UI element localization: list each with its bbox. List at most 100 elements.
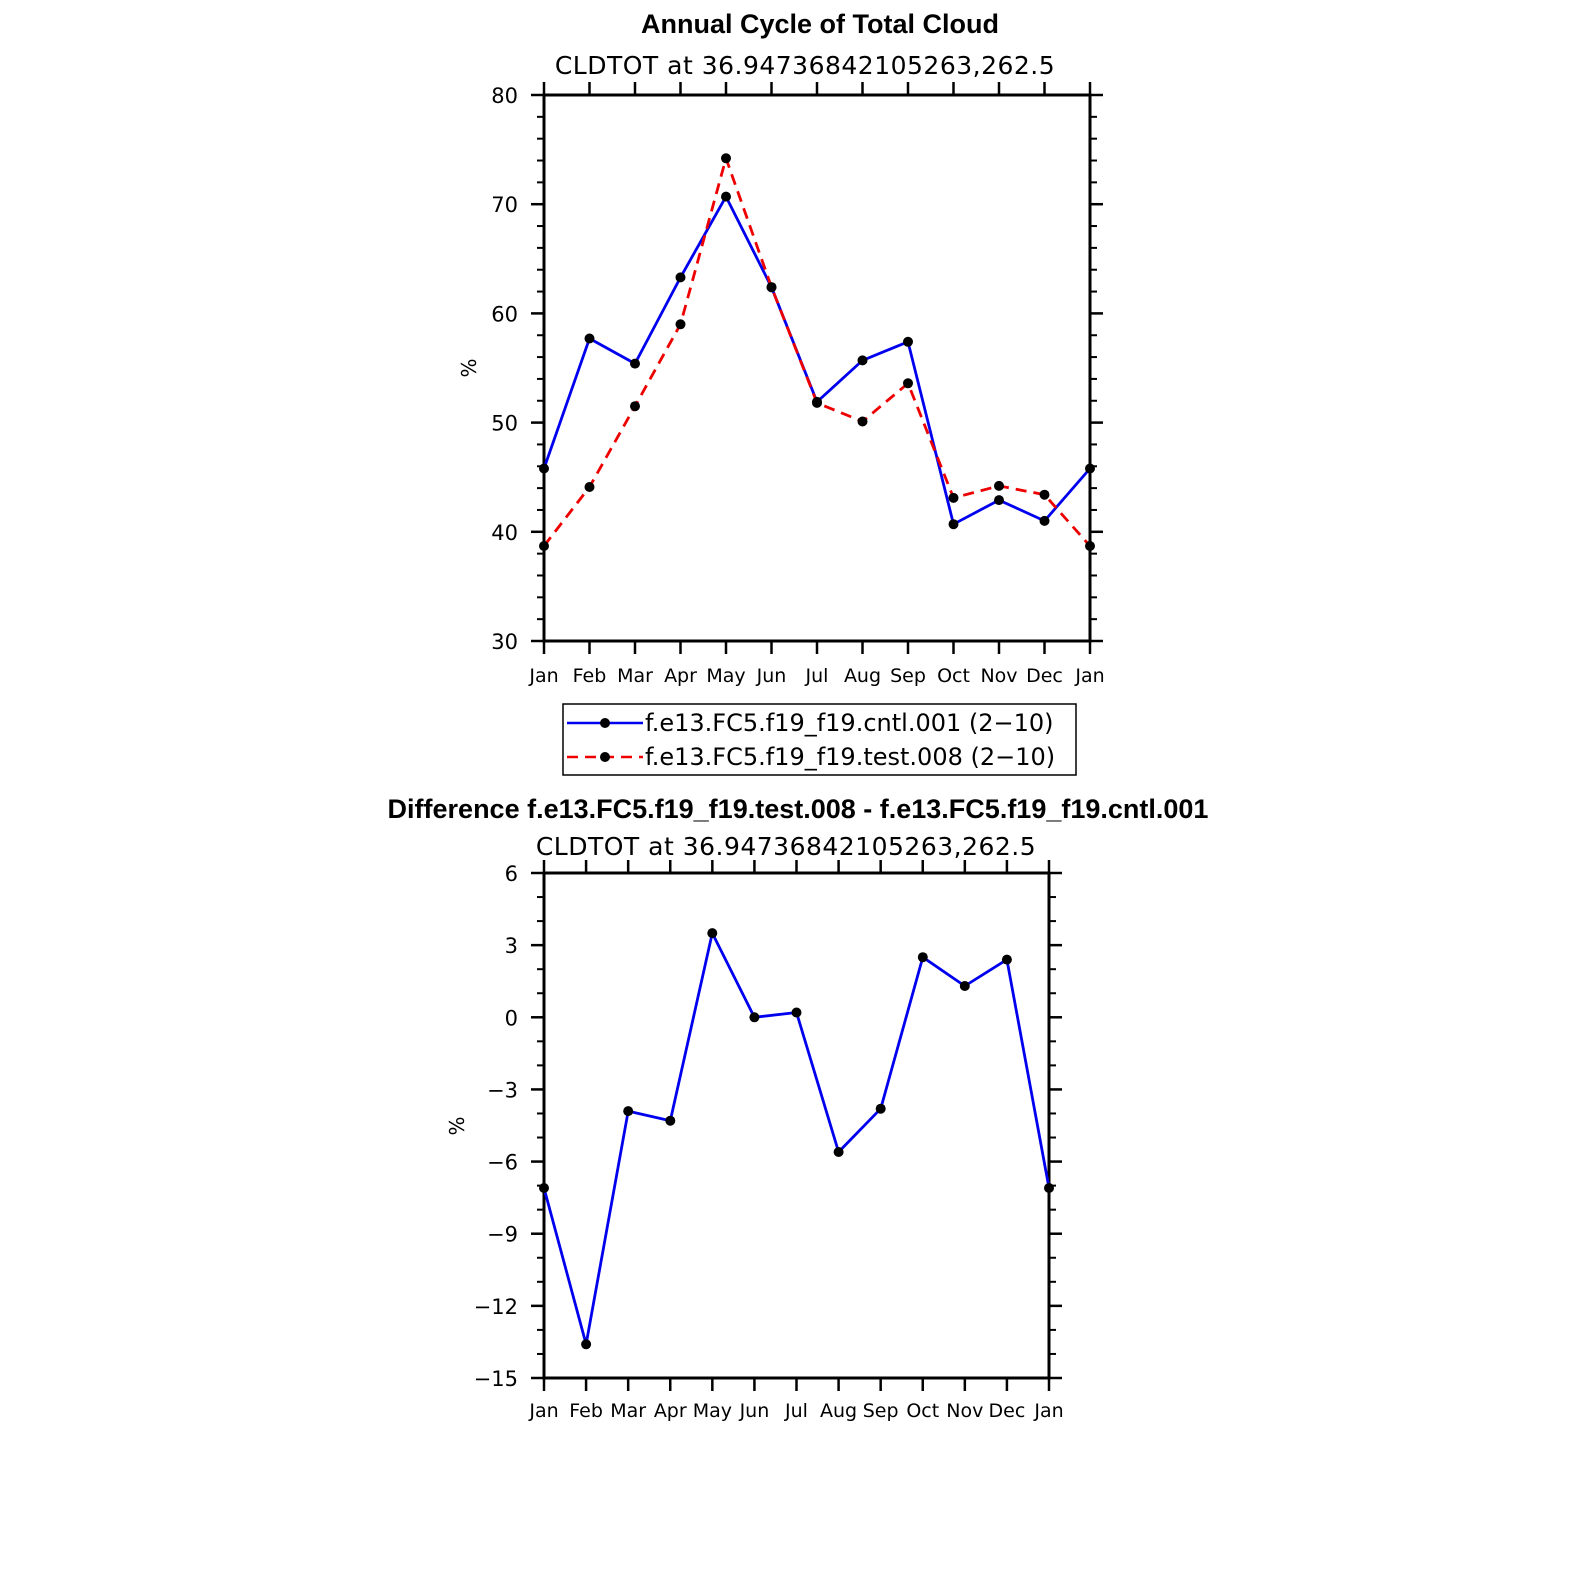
data-point — [623, 1106, 634, 1117]
data-point — [791, 1007, 802, 1018]
data-point — [721, 153, 731, 164]
data-point — [994, 495, 1004, 506]
data-point — [675, 272, 686, 283]
x-tick-label: Sep — [890, 665, 926, 687]
plot-axes — [531, 860, 1062, 1391]
annual-cycle-chart: Annual Cycle of Total Cloud CLDTOT at 36… — [457, 9, 1105, 776]
series-lines — [542, 931, 1051, 1346]
data-point — [539, 463, 549, 474]
data-point — [857, 355, 868, 366]
y-axis-label: % — [457, 358, 481, 377]
x-tick-label: Sep — [863, 1400, 899, 1422]
data-point — [875, 1103, 886, 1114]
chart-title: Annual Cycle of Total Cloud — [641, 9, 999, 39]
x-tick-label: May — [693, 1400, 732, 1422]
data-point — [857, 416, 868, 427]
x-tick-label: Jul — [784, 1400, 808, 1422]
y-tick-label: 50 — [491, 412, 518, 436]
x-tick-labels: Jan Feb Mar Apr May Jun Jul Aug Sep Oct Nov Dec Jan — [528, 1400, 1063, 1422]
x-tick-label: Mar — [617, 665, 653, 687]
legend-box — [562, 703, 1077, 776]
data-point — [630, 401, 640, 412]
data-point — [948, 492, 959, 503]
data-point — [584, 333, 595, 344]
data-point — [707, 928, 718, 939]
data-point — [1039, 515, 1050, 526]
y-tick-label: −9 — [487, 1223, 518, 1247]
y-tick-label: −12 — [474, 1295, 518, 1319]
series-markers — [539, 153, 1095, 551]
x-tick-label: Aug — [844, 665, 881, 687]
x-tick-label: Feb — [573, 665, 607, 687]
data-point — [675, 319, 686, 330]
series-line — [542, 156, 1092, 547]
x-tick-label: Dec — [989, 1400, 1026, 1422]
y-tick-label: 3 — [505, 934, 518, 958]
series-line — [542, 931, 1051, 1346]
x-tick-label: Mar — [610, 1400, 646, 1422]
chart-title: Difference f.e13.FC5.f19_f19.test.008 - … — [388, 794, 1209, 824]
data-point — [721, 191, 731, 202]
data-point — [903, 336, 913, 347]
y-tick-label: −6 — [487, 1151, 518, 1175]
data-point — [948, 519, 959, 530]
y-tick-label: −3 — [487, 1078, 518, 1102]
series-line — [542, 195, 1092, 526]
legend-marker-control — [600, 718, 610, 728]
data-point — [766, 282, 777, 293]
data-point — [581, 1339, 592, 1350]
x-tick-label: Feb — [569, 1400, 603, 1422]
data-point — [539, 541, 549, 551]
x-tick-label: Jun — [756, 665, 787, 687]
data-point — [1044, 1183, 1054, 1193]
y-tick-label: 40 — [491, 521, 518, 545]
y-tick-label: 60 — [491, 302, 518, 326]
plot-axes — [531, 82, 1103, 654]
x-tick-label: Oct — [906, 1400, 939, 1422]
data-point — [584, 482, 595, 492]
data-point — [749, 1012, 760, 1023]
y-tick-label: 80 — [491, 84, 518, 108]
y-axis-label: % — [445, 1116, 469, 1135]
data-point — [1085, 463, 1095, 474]
data-point — [630, 358, 640, 369]
x-tick-label: Oct — [937, 665, 970, 687]
y-tick-labels: 30 40 50 60 70 80 — [491, 84, 518, 654]
x-tick-label: Jan — [1074, 665, 1104, 687]
data-point — [1001, 954, 1012, 965]
x-tick-label: Jan — [528, 1400, 558, 1422]
data-point — [903, 378, 913, 389]
series-lines — [542, 156, 1092, 547]
y-tick-label: 70 — [491, 193, 518, 217]
x-tick-labels: Jan Feb Mar Apr May Jun Jul Aug Sep Oct Nov Dec Jan — [528, 665, 1104, 687]
chart-subtitle: CLDTOT at 36.94736842105263,262.5 — [555, 51, 1055, 80]
x-tick-label: May — [706, 665, 745, 687]
x-tick-label: Apr — [654, 1400, 687, 1422]
data-point — [833, 1147, 844, 1157]
data-point — [1039, 489, 1050, 500]
difference-chart: Difference f.e13.FC5.f19_f19.test.008 - … — [388, 794, 1209, 1422]
legend: f.e13.FC5.f19_f19.cntl.001 (2−10) f.e13.… — [562, 703, 1077, 776]
x-tick-label: Jun — [739, 1400, 770, 1422]
y-tick-label: 6 — [505, 862, 518, 886]
y-tick-label: 30 — [491, 630, 518, 654]
chart-subtitle: CLDTOT at 36.94736842105263,262.5 — [536, 832, 1036, 861]
y-tick-labels: −15 −12 −9 −6 −3 0 3 6 — [474, 862, 518, 1391]
y-tick-label: −15 — [474, 1367, 518, 1391]
y-tick-label: 0 — [505, 1006, 518, 1030]
legend-label-control: f.e13.FC5.f19_f19.cntl.001 (2−10) — [645, 709, 1054, 737]
x-tick-label: Dec — [1026, 665, 1063, 687]
data-point — [959, 981, 970, 991]
x-tick-label: Jan — [528, 665, 558, 687]
legend-marker-test — [600, 752, 610, 762]
data-point — [917, 952, 928, 963]
data-point — [665, 1115, 676, 1126]
data-point — [994, 480, 1004, 491]
series-markers — [539, 928, 1054, 1350]
x-tick-label: Nov — [946, 1400, 983, 1422]
plot-frame — [542, 93, 1092, 643]
plot-frame — [542, 871, 1051, 1380]
x-tick-label: Jan — [1033, 1400, 1063, 1422]
x-tick-label: Nov — [980, 665, 1017, 687]
